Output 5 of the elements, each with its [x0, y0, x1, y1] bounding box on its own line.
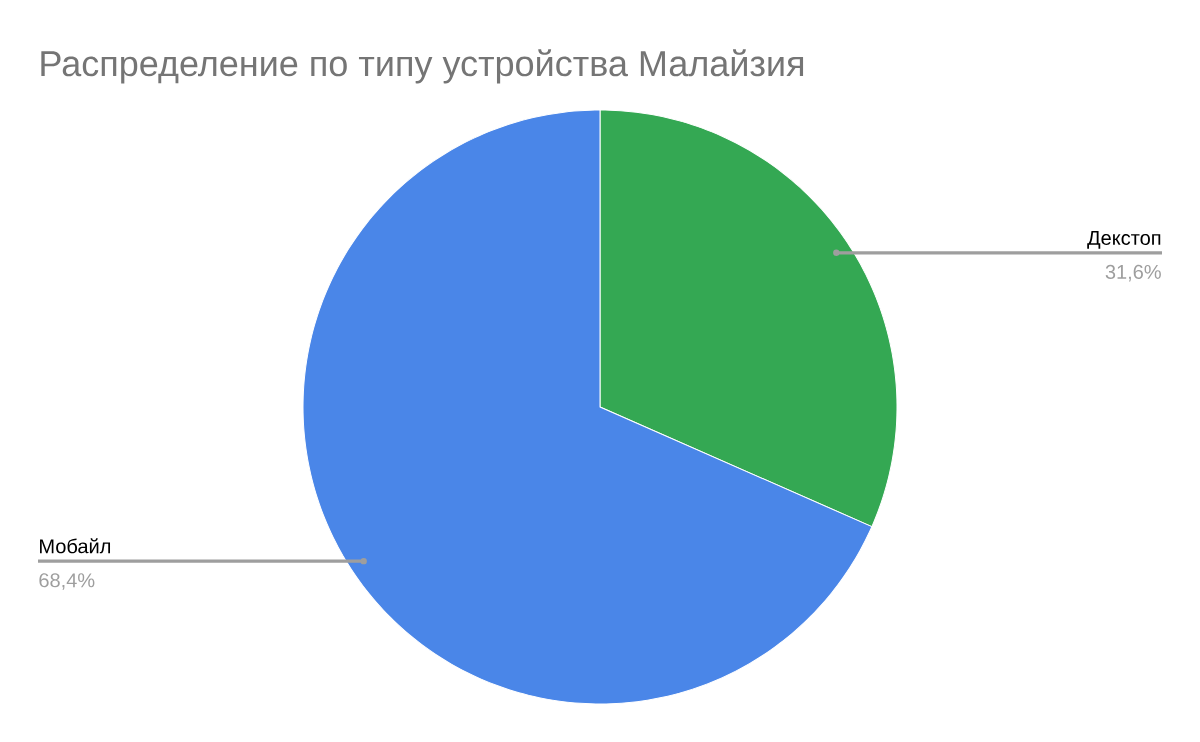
data-label: 31,6% [1105, 264, 1161, 282]
data-label: 68,4% [39, 573, 95, 590]
slice-label: Мобайл [40, 538, 111, 554]
slice-label: Декстоп [1087, 231, 1161, 249]
chart-title: Распределение по типу устройства Малайзия [41, 49, 804, 84]
